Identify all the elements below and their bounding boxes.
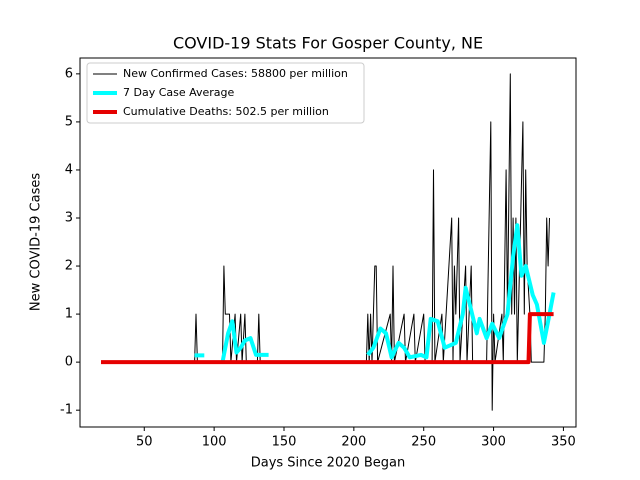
y-tick-label: -1 [60, 403, 73, 418]
x-axis-label: Days Since 2020 Began [251, 456, 406, 471]
series-line [101, 312, 554, 365]
y-tick-label: 0 [65, 355, 73, 370]
y-tick-label: 6 [65, 66, 73, 81]
legend-box [86, 62, 365, 124]
y-tick-label: 4 [65, 162, 73, 177]
plot-frame [79, 57, 577, 428]
series-line [102, 73, 550, 411]
x-tick-label: 150 [272, 435, 297, 450]
y-tick-label: 3 [65, 210, 73, 225]
x-tick-label: 200 [341, 435, 366, 450]
x-tick-label: 300 [481, 435, 506, 450]
y-tick-label: 1 [65, 307, 73, 322]
x-tick-label: 50 [136, 435, 153, 450]
legend-label: New Confirmed Cases: 58800 per million [123, 67, 348, 80]
y-tick-label: 2 [65, 259, 73, 274]
x-tick-label: 350 [551, 435, 576, 450]
legend-label: 7 Day Case Average [123, 86, 235, 99]
legend-label: Cumulative Deaths: 502.5 per million [123, 105, 329, 118]
chart-title: COVID-19 Stats For Gosper County, NE [173, 34, 483, 53]
y-axis-label: New COVID-19 Cases [29, 173, 44, 311]
x-tick-label: 100 [202, 435, 227, 450]
series-line [194, 223, 556, 363]
x-tick-label: 250 [411, 435, 436, 450]
y-tick-label: 5 [65, 114, 73, 129]
